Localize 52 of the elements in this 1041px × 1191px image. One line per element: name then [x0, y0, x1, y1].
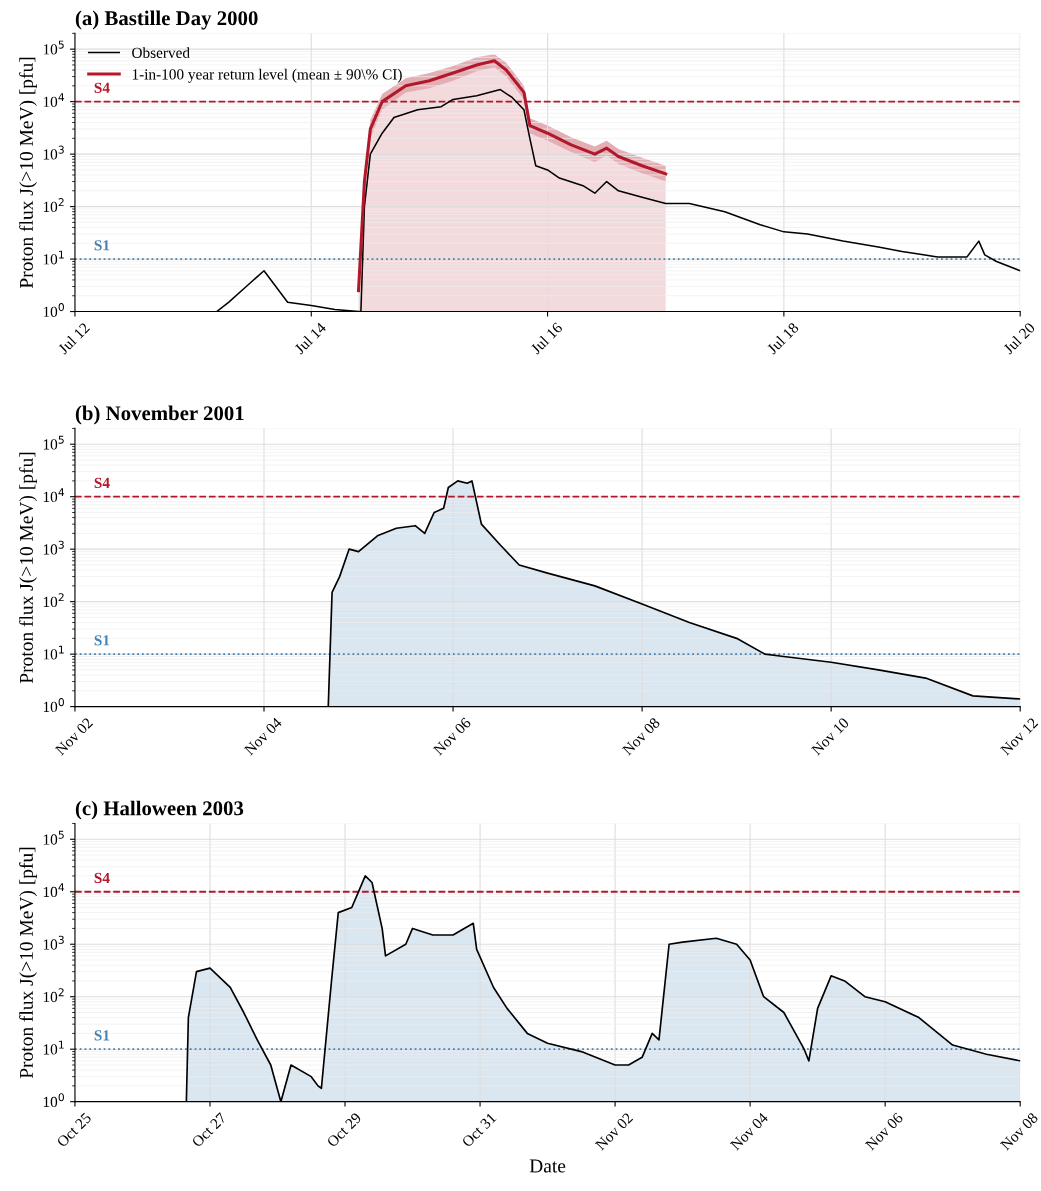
- x-tick-label: Jul 12: [57, 321, 91, 355]
- y-tick-label: 10$^{4}$: [43, 883, 65, 898]
- y-tick-label: 10$^{1}$: [43, 250, 64, 265]
- y-tick-label: 10$^{3}$: [43, 935, 64, 950]
- y-tick-label: 10$^{3}$: [43, 145, 64, 160]
- x-tick-label: Nov 02: [54, 717, 94, 756]
- y-axis-title: Proton flux J(>10 MeV) [pfu]: [19, 452, 37, 684]
- ref-line-label: S4: [94, 477, 110, 489]
- y-tick-label: 10$^{2}$: [43, 593, 64, 608]
- x-tick-label: Nov 02: [594, 1112, 634, 1151]
- y-tick-label: 10$^{1}$: [43, 645, 64, 660]
- legend-label: Observed: [132, 47, 190, 58]
- y-tick-label: 10$^{0}$: [43, 698, 64, 713]
- y-tick-label: 10$^{4}$: [43, 93, 65, 107]
- y-axis-title: Proton flux J(>10 MeV) [pfu]: [19, 57, 37, 289]
- x-tick-label: Oct 29: [326, 1112, 362, 1148]
- y-tick-label: 10$^{2}$: [43, 198, 64, 213]
- ref-line-label: S4: [94, 82, 110, 93]
- x-tick-label: Jul 14: [293, 321, 327, 355]
- y-axis-title: Proton flux J(>10 MeV) [pfu]: [19, 847, 37, 1079]
- ref-line-label: S1: [94, 240, 110, 251]
- chart-title: (b) November 2001: [75, 405, 244, 425]
- x-tick-label: Oct 27: [191, 1112, 227, 1148]
- y-tick-label: 10$^{1}$: [43, 1040, 64, 1055]
- y-tick-label: 10$^{0}$: [43, 1093, 64, 1108]
- chart-title: (a) Bastille Day 2000: [75, 10, 258, 30]
- x-tick-label: Nov 06: [864, 1112, 904, 1151]
- y-tick-label: 10$^{3}$: [43, 540, 64, 555]
- ref-line-label: S1: [94, 1030, 110, 1041]
- y-tick-label: 10$^{5}$: [43, 830, 64, 845]
- x-tick-label: Nov 04: [729, 1111, 769, 1151]
- x-tick-label: Jul 18: [766, 321, 800, 355]
- x-tick-label: Oct 31: [461, 1112, 497, 1148]
- x-tick-label: Jul 20: [1002, 321, 1036, 355]
- x-tick-label: Oct 25: [56, 1112, 92, 1148]
- y-tick-label: 10$^{0}$: [43, 303, 64, 317]
- x-tick-label: Nov 12: [999, 717, 1039, 756]
- x-axis-title: Date: [529, 1159, 566, 1173]
- y-tick-label: 10$^{4}$: [43, 488, 65, 503]
- legend-label: 1-in-100 year return level (mean ± 90\% CI): [132, 68, 402, 83]
- x-tick-label: Nov 10: [810, 717, 850, 756]
- y-tick-label: 10$^{5}$: [43, 40, 64, 55]
- x-tick-label: Nov 06: [432, 716, 472, 756]
- x-tick-label: Nov 08: [999, 1112, 1039, 1151]
- ref-line-label: S1: [94, 635, 110, 646]
- y-tick-label: 10$^{5}$: [43, 435, 64, 450]
- x-tick-label: Nov 04: [243, 716, 283, 756]
- y-tick-label: 10$^{2}$: [43, 988, 64, 1003]
- ref-line-label: S4: [94, 872, 110, 884]
- chart-title: (c) Halloween 2003: [75, 800, 244, 820]
- x-tick-label: Jul 16: [529, 321, 563, 355]
- x-tick-label: Nov 08: [621, 717, 661, 756]
